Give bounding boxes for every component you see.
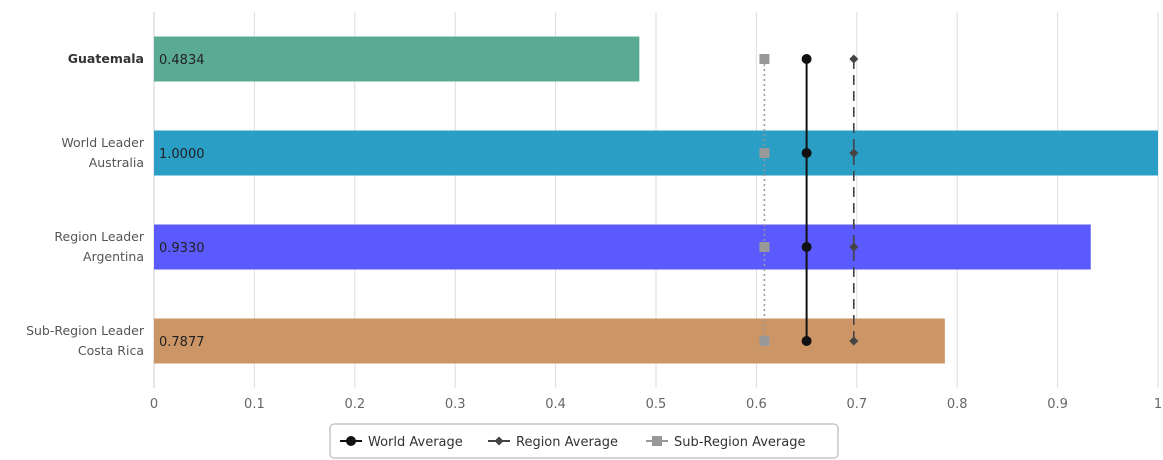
labels: 0 0.1 0.2 0.3 0.4 0.5 0.6 0.7 0.8 0.9 1 Guatemala 0.… xyxy=(26,51,1162,412)
x-tick-label: 0.9 xyxy=(1047,397,1068,412)
value-label: 0.4834 xyxy=(159,53,205,68)
category-label: Region Leader xyxy=(54,229,144,244)
category-label: World Leader xyxy=(61,135,145,150)
reference-marker xyxy=(759,336,770,346)
reference-marker xyxy=(759,54,770,64)
reference-marker xyxy=(801,54,812,64)
reference-marker xyxy=(849,54,859,64)
value-label: 0.9330 xyxy=(159,241,205,256)
reference-marker xyxy=(801,336,812,346)
x-tick-label: 0.1 xyxy=(244,397,265,412)
x-tick-label: 0.8 xyxy=(947,397,968,412)
category-label: Argentina xyxy=(83,249,144,264)
category-label: Guatemala xyxy=(68,51,144,66)
x-tick-label: 0.4 xyxy=(545,397,566,412)
reference-lines xyxy=(759,54,859,346)
bar xyxy=(154,224,1091,270)
bar xyxy=(154,36,640,82)
reference-marker xyxy=(801,148,812,158)
category-label: Costa Rica xyxy=(78,343,144,358)
value-label: 1.0000 xyxy=(159,147,205,162)
bar xyxy=(154,130,1158,176)
legend-marker-icon xyxy=(652,436,662,446)
reference-marker xyxy=(849,148,859,158)
legend-box xyxy=(329,423,839,459)
category-label: Sub-Region Leader xyxy=(26,323,145,338)
x-tick-label: 0.7 xyxy=(846,397,867,412)
reference-marker xyxy=(759,242,770,252)
legend-label: Sub-Region Average xyxy=(674,435,805,450)
bar xyxy=(154,318,945,364)
value-label: 0.7877 xyxy=(159,335,205,350)
x-tick-label: 1 xyxy=(1154,397,1162,412)
x-tick-label: 0.6 xyxy=(746,397,767,412)
legend-label: Region Average xyxy=(516,435,618,450)
reference-marker xyxy=(801,242,812,252)
legend-marker-icon xyxy=(346,436,356,446)
reference-marker xyxy=(849,336,859,346)
legend-marker-icon xyxy=(494,436,504,446)
reference-marker xyxy=(849,242,859,252)
x-tick-label: 0.3 xyxy=(445,397,466,412)
x-tick-label: 0 xyxy=(150,397,158,412)
category-label: Australia xyxy=(89,155,144,170)
x-tick-label: 0.5 xyxy=(646,397,667,412)
legend[interactable]: World Average Region Average Sub-Region Av… xyxy=(329,423,839,459)
legend-label: World Average xyxy=(368,435,463,450)
x-tick-label: 0.2 xyxy=(344,397,365,412)
bars xyxy=(154,36,1158,364)
reference-marker xyxy=(759,148,770,158)
